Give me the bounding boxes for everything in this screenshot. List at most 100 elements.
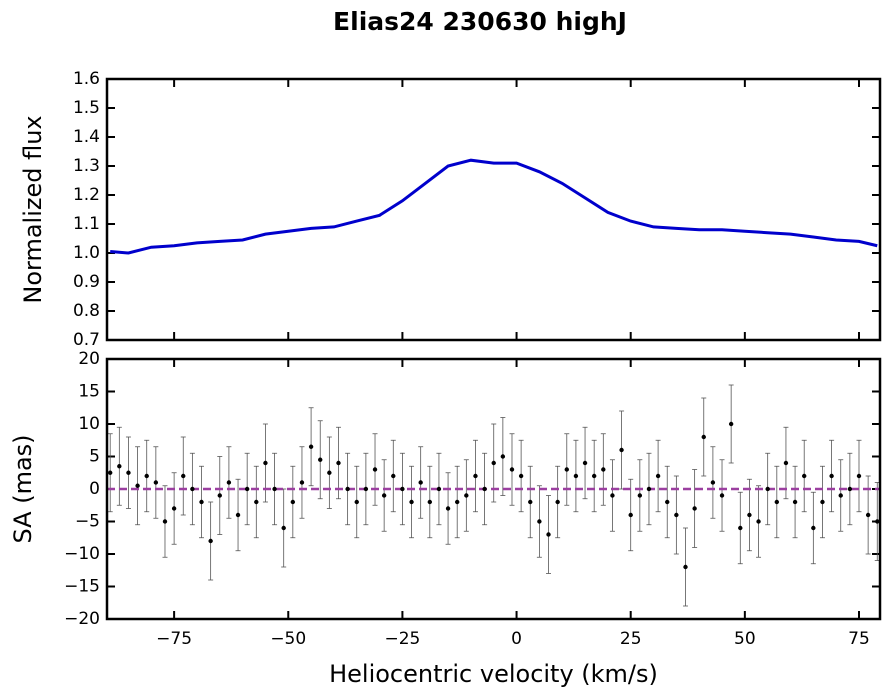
data-point — [875, 519, 880, 524]
data-point — [591, 473, 597, 479]
y-tick-label: 1.6 — [73, 69, 100, 89]
data-point — [610, 493, 615, 498]
y-tick-label: 1.1 — [73, 214, 100, 234]
y-tick-label: −20 — [64, 609, 100, 629]
data-point — [719, 493, 725, 498]
y-tick-label: 0.7 — [73, 330, 100, 350]
data-point — [254, 499, 259, 505]
data-point — [235, 512, 241, 518]
data-point — [646, 486, 652, 492]
data-point — [710, 480, 716, 485]
data-point — [217, 493, 222, 498]
data-point — [546, 532, 551, 537]
data-point — [135, 483, 140, 488]
x-tick-label: 25 — [620, 629, 642, 649]
data-point — [518, 473, 524, 479]
y-tick-label: −10 — [64, 544, 100, 564]
data-point — [327, 470, 332, 475]
x-tick-label: −25 — [384, 629, 420, 649]
data-point — [738, 525, 743, 531]
data-point — [263, 460, 268, 466]
data-point — [500, 454, 506, 459]
data-point — [117, 464, 122, 469]
data-point — [692, 506, 697, 511]
data-point — [820, 499, 825, 505]
data-point — [802, 473, 807, 479]
y-tick-label: 1.2 — [73, 185, 100, 205]
x-axis-label: Heliocentric velocity (km/s) — [329, 660, 658, 688]
data-point — [491, 460, 496, 466]
data-point — [455, 499, 460, 505]
y-tick-label: 1.3 — [73, 156, 100, 176]
data-point — [582, 460, 588, 466]
data-point — [509, 467, 515, 472]
flux-line — [110, 158, 878, 255]
y-tick-label: 15 — [78, 382, 100, 402]
data-point — [701, 434, 706, 440]
y-tick-label: 0.8 — [73, 301, 100, 321]
data-point — [747, 512, 752, 518]
data-point — [171, 506, 177, 511]
data-point — [856, 473, 862, 479]
data-point — [299, 480, 305, 485]
data-point — [482, 486, 487, 492]
y-tick-label: 1.0 — [73, 243, 100, 263]
data-point — [381, 493, 387, 498]
data-point — [354, 499, 359, 505]
data-point — [564, 467, 569, 472]
data-point — [619, 447, 624, 453]
data-point — [765, 486, 770, 492]
data-point — [400, 486, 405, 492]
plot-frame — [105, 357, 882, 621]
data-point — [427, 499, 433, 505]
data-point — [181, 473, 186, 479]
data-point — [391, 473, 396, 479]
data-point — [153, 480, 159, 485]
data-point — [336, 460, 341, 466]
data-point — [783, 460, 789, 466]
data-point — [190, 486, 195, 492]
data-point — [601, 467, 606, 472]
data-point — [308, 444, 314, 449]
data-point — [573, 473, 579, 479]
plot-frame — [105, 77, 882, 342]
x-tick-label: −75 — [156, 629, 192, 649]
data-point — [728, 421, 734, 427]
data-point — [683, 564, 688, 570]
y-tick-label: −5 — [75, 512, 100, 532]
data-point — [107, 470, 113, 475]
data-point — [272, 486, 277, 492]
data-point — [655, 473, 661, 479]
data-point — [865, 512, 871, 518]
x-tick-label: −50 — [270, 629, 306, 649]
data-point — [290, 499, 296, 505]
data-point — [847, 486, 853, 492]
data-point — [792, 499, 798, 505]
data-point — [811, 525, 816, 531]
x-tick-label: 50 — [734, 629, 756, 649]
y-tick-label: 1.4 — [73, 127, 100, 147]
data-point — [208, 538, 213, 544]
data-point — [345, 486, 350, 492]
data-point — [637, 493, 643, 498]
data-point — [829, 473, 834, 479]
data-point — [665, 499, 670, 505]
data-point — [628, 512, 633, 518]
data-point — [372, 467, 378, 472]
chart-title: Elias24 230630 highJ — [333, 7, 627, 36]
data-point — [756, 519, 761, 524]
data-point — [537, 519, 542, 524]
data-point — [528, 499, 533, 505]
data-point — [363, 486, 369, 492]
x-tick-label: 0 — [511, 629, 522, 649]
y-axis-label: Normalized flux — [19, 115, 47, 303]
y-axis-label: SA (mas) — [9, 434, 37, 543]
data-point — [244, 486, 250, 492]
data-point — [464, 493, 469, 498]
x-tick-label: 75 — [848, 629, 870, 649]
data-point — [226, 480, 232, 485]
y-tick-label: 20 — [78, 349, 100, 369]
data-point — [774, 499, 780, 505]
data-point — [445, 506, 451, 511]
